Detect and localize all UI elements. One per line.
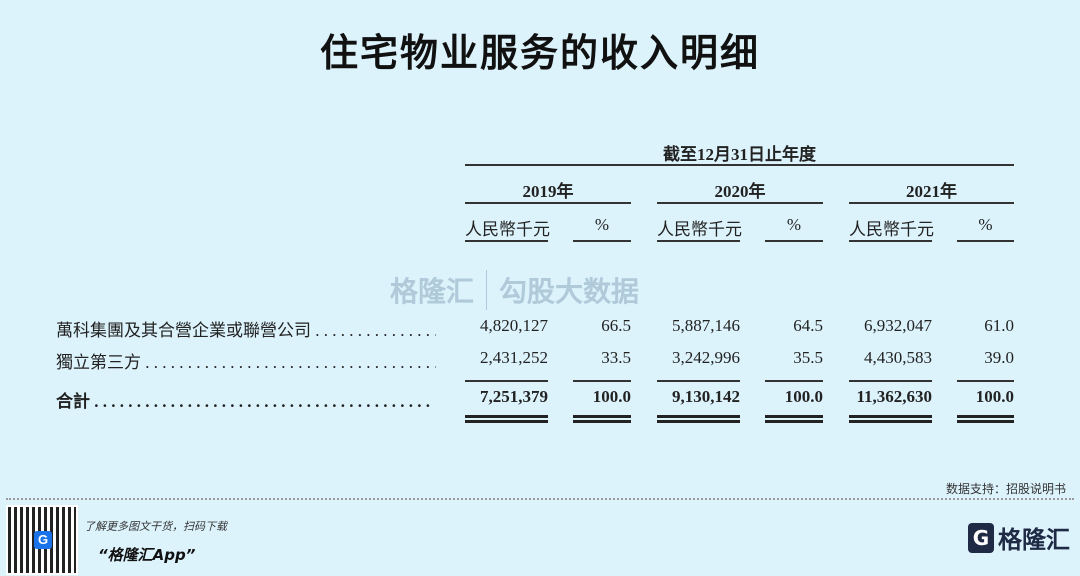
pct-cell: 100.0: [784, 387, 823, 406]
amount-cell: 6,932,047: [864, 316, 932, 335]
pct-header: %: [786, 215, 802, 234]
divider: [765, 240, 823, 242]
total-double-line: [573, 415, 631, 423]
divider: [465, 164, 1014, 166]
amount-cell: 3,242,996: [672, 348, 740, 367]
divider: [573, 240, 631, 242]
app-name: “格隆汇App”: [98, 546, 196, 564]
row-label-text: 獨立第三方: [56, 353, 141, 372]
row-label: 獨立第三方 . . . . . . . . . . . . . . . . . …: [56, 348, 436, 373]
unit-header: 人民幣千元: [465, 220, 550, 239]
divider: [957, 240, 1014, 242]
amount-cell: 11,362,630: [856, 387, 932, 406]
pct-cell: 64.5: [793, 316, 823, 335]
divider: [657, 202, 823, 204]
page-title: 住宅物业服务的收入明细: [319, 31, 760, 75]
pct-cell: 39.0: [984, 348, 1014, 367]
divider: [849, 240, 932, 242]
subtotal-line: [465, 380, 548, 382]
amount-cell: 4,820,127: [480, 316, 548, 335]
row-label-text: 合計: [56, 392, 90, 411]
year-header-2020: 2020年: [714, 182, 766, 201]
divider: [465, 240, 548, 242]
amount-cell: 4,430,583: [864, 348, 932, 367]
subtotal-line: [657, 380, 740, 382]
total-double-line: [849, 415, 932, 423]
pct-cell: 35.5: [793, 348, 823, 367]
watermark-sub: 勾股大数据: [499, 275, 640, 308]
subtotal-line: [573, 380, 631, 382]
data-source: 数据支持：招股说明书: [945, 482, 1066, 496]
amount-cell: 7,251,379: [480, 387, 548, 406]
watermark: 格隆汇 勾股大数据: [390, 270, 639, 310]
total-double-line: [657, 415, 740, 423]
row-label: 合計 . . . . . . . . . . . . . . . . . . .…: [56, 387, 436, 412]
watermark-brand: 格隆汇: [390, 275, 475, 308]
subtotal-line: [849, 380, 932, 382]
app-logo-icon: G: [34, 531, 52, 549]
brand-logo: G 格隆汇: [968, 520, 1070, 555]
logo-text: 格隆汇: [998, 526, 1070, 554]
row-label: 萬科集團及其合營企業或聯營公司 . . . . . . . . . . . . …: [56, 316, 436, 341]
amount-cell: 5,887,146: [672, 316, 740, 335]
leader-dots: . . . . . . . . . . . . . . . . . . . . …: [315, 321, 436, 340]
pct-cell: 100.0: [592, 387, 631, 406]
pct-cell: 61.0: [984, 316, 1014, 335]
promo-text: 了解更多图文干货，扫码下载: [84, 520, 227, 533]
leader-dots: . . . . . . . . . . . . . . . . . . . . …: [145, 353, 436, 372]
leader-dots: . . . . . . . . . . . . . . . . . . . . …: [90, 392, 430, 411]
subtotal-line: [765, 380, 823, 382]
total-double-line: [465, 415, 548, 423]
divider: [465, 202, 631, 204]
year-header-2021: 2021年: [906, 182, 957, 201]
unit-header: 人民幣千元: [657, 220, 742, 239]
logo-g-icon: G: [968, 522, 994, 553]
divider: [849, 202, 1014, 204]
period-header: 截至12月31日止年度: [663, 145, 816, 164]
pct-header: %: [978, 215, 993, 234]
total-double-line: [765, 415, 823, 423]
pct-cell: 33.5: [601, 348, 631, 367]
footer-divider: [6, 498, 1074, 500]
pct-cell: 100.0: [975, 387, 1014, 406]
unit-header: 人民幣千元: [849, 220, 934, 239]
year-header-2019: 2019年: [522, 182, 574, 201]
qr-code: G: [6, 505, 78, 575]
row-label-text: 萬科集團及其合營企業或聯營公司: [56, 321, 311, 340]
amount-cell: 9,130,142: [672, 387, 740, 406]
pct-header: %: [594, 215, 610, 234]
divider: [657, 240, 740, 242]
pct-cell: 66.5: [601, 316, 631, 335]
amount-cell: 2,431,252: [480, 348, 548, 367]
total-double-line: [957, 415, 1014, 423]
subtotal-line: [957, 380, 1014, 382]
